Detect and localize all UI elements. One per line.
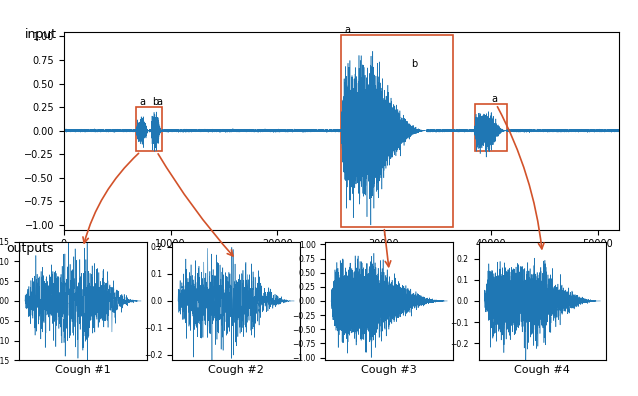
- Text: a: a: [345, 25, 350, 34]
- X-axis label: Cough #2: Cough #2: [208, 365, 264, 375]
- Text: outputs: outputs: [6, 242, 54, 255]
- Bar: [341, 34, 454, 227]
- Text: input: input: [25, 28, 57, 41]
- Text: b: b: [152, 97, 159, 107]
- X-axis label: Cough #1: Cough #1: [55, 365, 111, 375]
- Text: a: a: [140, 97, 145, 107]
- Text: b: b: [411, 59, 417, 69]
- Bar: [475, 104, 507, 151]
- Text: a: a: [156, 97, 162, 107]
- X-axis label: Cough #4: Cough #4: [514, 365, 570, 375]
- Text: a: a: [492, 94, 498, 105]
- X-axis label: Cough #3: Cough #3: [361, 365, 417, 375]
- Bar: [137, 107, 162, 151]
